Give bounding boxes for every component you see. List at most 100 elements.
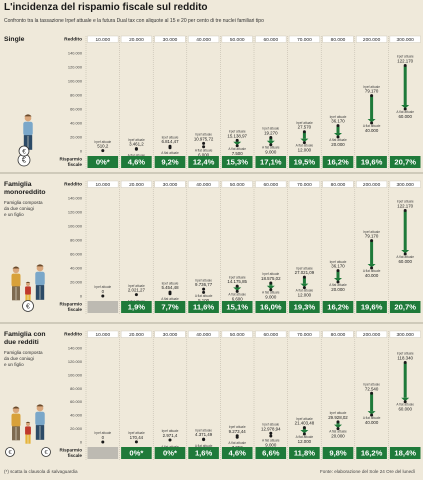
- family-child-hair: [25, 421, 31, 424]
- saving-value: 17,1%: [260, 158, 282, 167]
- saving-cell: [188, 301, 219, 313]
- reddito-header-cell: [322, 180, 354, 188]
- irpef-caption: Irpef attuale: [330, 411, 347, 415]
- reddito-header-cell: [87, 330, 119, 338]
- flat-value: 20.000: [331, 287, 345, 292]
- irpef-value: 4.371,49: [195, 432, 213, 437]
- reddito-label: Reddito: [64, 37, 82, 43]
- flat-point: [403, 107, 407, 111]
- irpef-caption: Irpef attuale: [94, 431, 111, 435]
- reddito-header-value: 40.000: [196, 332, 211, 338]
- saving-arrow-shaft: [269, 283, 273, 286]
- saving-cell: [188, 447, 219, 459]
- saving-arrow-shaft: [403, 363, 407, 398]
- saving-value: 16,2%: [327, 158, 349, 167]
- reddito-header-value: 20.000: [129, 332, 144, 338]
- irpef-value: 2.021,27: [128, 288, 146, 293]
- risparmio-label: fiscale: [68, 162, 83, 167]
- saving-cell: [389, 447, 421, 459]
- irpef-value: 14.175,85: [227, 279, 247, 284]
- saving-arrow-head: [367, 119, 376, 123]
- flat-caption: A flat attuale: [329, 138, 347, 142]
- panel-title: due redditi: [4, 339, 39, 346]
- irpef-value: 79.170: [365, 89, 379, 94]
- family-child-torso: [25, 286, 31, 295]
- saving-cell: [121, 156, 152, 168]
- y-tick-label: 120.000: [68, 65, 83, 70]
- flat-value: 6.600: [232, 296, 244, 301]
- panel-description: e un figlio: [4, 362, 24, 367]
- reddito-header-cell: [389, 330, 421, 338]
- irpef-caption: Irpef attuale: [363, 382, 380, 386]
- euro-coin: [18, 145, 30, 157]
- flat-value: 60.000: [398, 114, 412, 119]
- flat-value: 40.000: [365, 420, 379, 425]
- saving-cell-empty: [87, 301, 119, 313]
- saving-arrow-shaft: [302, 277, 306, 284]
- saving-value: 4,6%: [128, 158, 146, 167]
- irpef-value: 15.138,97: [227, 133, 247, 138]
- flat-caption: A flat attuale: [296, 289, 314, 293]
- y-tick-label: 40.000: [70, 413, 83, 418]
- irpef-value: 12.978,94: [261, 426, 281, 431]
- saving-arrow-head: [233, 287, 242, 291]
- flat-point: [269, 288, 273, 292]
- flat-value: 9.000: [265, 295, 277, 300]
- saving-cell: [221, 156, 253, 168]
- flat-point: [235, 144, 239, 148]
- irpef-value: 79.170: [365, 234, 379, 239]
- saving-arrow-head: [233, 141, 242, 146]
- flat-point: [202, 145, 206, 149]
- irpef-caption: Irpef attuale: [128, 431, 145, 435]
- saving-value: 0%*: [129, 449, 143, 458]
- flat-point: [370, 266, 374, 270]
- reddito-header-value: 10.000: [95, 182, 110, 188]
- saving-cell: [356, 156, 387, 168]
- irpef-point: [302, 130, 306, 134]
- panel-description: Famiglia composta: [4, 350, 43, 355]
- euro-coin: [41, 447, 51, 457]
- risparmio-label: Risparmio: [60, 157, 83, 162]
- reddito-header-value: 80.000: [331, 182, 346, 188]
- saving-cell: [121, 447, 152, 459]
- saving-value: 4,6%: [229, 449, 247, 458]
- euro-coin-symbol: €: [8, 450, 12, 456]
- y-tick-label: 0: [80, 440, 83, 445]
- saving-cell: [289, 301, 320, 313]
- flat-value: 60.000: [398, 407, 412, 412]
- y-tick-label: 60.000: [70, 252, 83, 257]
- irpef-caption: Irpef attuale: [128, 284, 145, 288]
- flat-point: [403, 252, 407, 256]
- saving-cell: [322, 301, 354, 313]
- flat-point: [269, 143, 273, 147]
- reddito-header-cell: [356, 330, 388, 338]
- panel-description: e un figlio: [4, 212, 24, 217]
- reddito-header-cell: [389, 180, 421, 188]
- irpef-point: [101, 440, 105, 444]
- flat-caption: A flat attuale: [363, 269, 381, 273]
- reddito-header-cell: [188, 35, 220, 43]
- saving-value: 6,6%: [262, 449, 280, 458]
- risparmio-label: fiscale: [68, 307, 83, 312]
- euro-coin: [22, 300, 34, 312]
- irpef-point: [269, 281, 273, 285]
- irpef-value: 6.814,47: [161, 139, 179, 144]
- flat-value: 40.000: [365, 273, 379, 278]
- reddito-header-cell: [255, 330, 287, 338]
- saving-value: 16,2%: [361, 449, 383, 458]
- family-adult-1-torso: [11, 273, 21, 287]
- flat-caption: A flat attuale: [195, 148, 213, 152]
- y-tick-label: 100.000: [68, 79, 83, 84]
- family-adult-1-torso: [11, 413, 21, 427]
- footnote: (*) scatta la clausola di salvaguardia: [4, 469, 78, 474]
- saving-value: 16,2%: [327, 303, 349, 312]
- irpef-value: 5.454,48: [161, 285, 179, 290]
- irpef-value: 27.570: [298, 125, 312, 130]
- flat-point: [336, 280, 340, 284]
- irpef-point: [336, 420, 340, 424]
- irpef-caption: Irpef attuale: [229, 130, 246, 134]
- reddito-header-value: 30.000: [163, 37, 178, 43]
- y-tick-label: 0: [80, 149, 83, 154]
- saving-cell: [188, 156, 219, 168]
- panel-title: monoreddito: [4, 189, 46, 196]
